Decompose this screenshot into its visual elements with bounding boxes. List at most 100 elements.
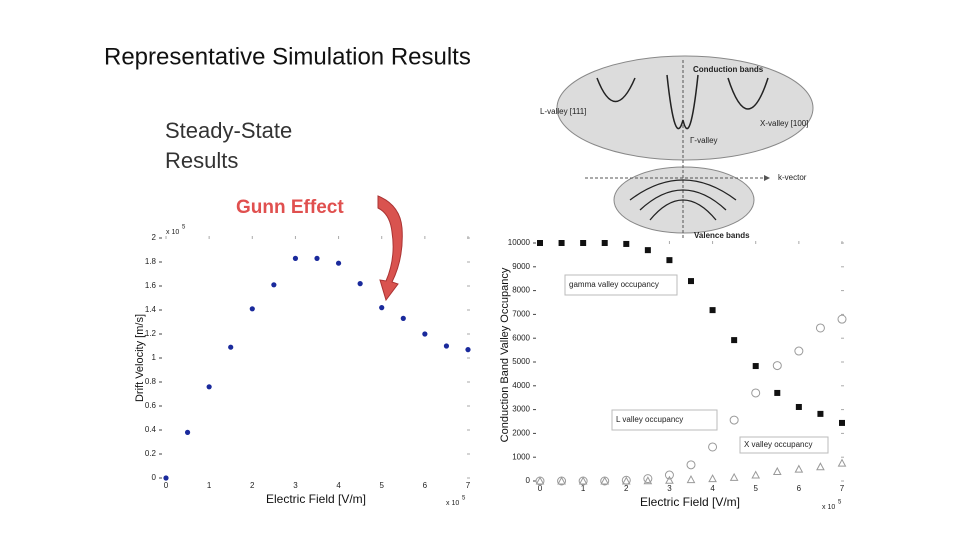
- x-tick-label: 4: [336, 481, 341, 490]
- data-point: [206, 384, 212, 390]
- x-tick-label: 3: [293, 481, 298, 490]
- y-tick-label: 4000: [512, 381, 530, 390]
- data-point: [557, 476, 566, 485]
- gamma-valley-curve: [666, 74, 699, 130]
- l-valley-curve: [596, 77, 636, 102]
- data-point: [292, 255, 299, 261]
- callout-arrow: [377, 195, 403, 302]
- data-point: [578, 476, 588, 485]
- x-tick-label: 5: [379, 481, 384, 490]
- data-point: [249, 306, 255, 312]
- data-point: [379, 305, 385, 311]
- x-axis-label: Electric Field [V/m]: [266, 492, 366, 506]
- data-point: [228, 344, 234, 350]
- data-point: [772, 361, 782, 371]
- y-tick-label: 10000: [508, 238, 531, 247]
- data-point: [688, 278, 694, 285]
- diagram-label: Conduction bands: [693, 65, 764, 74]
- y-tick-label: 2: [152, 233, 157, 242]
- diagram-label: k-vector: [778, 173, 807, 182]
- conduction-ellipse: [556, 55, 814, 161]
- data-point: [621, 476, 631, 485]
- callout: Gunn Effect: [236, 197, 344, 218]
- band-diagram: Conduction bands L-valley [111] X-valley…: [540, 55, 814, 240]
- y-exponent: 5: [182, 225, 186, 231]
- y-tick-label: 1.2: [145, 329, 157, 338]
- x-tick-label: 1: [207, 481, 212, 490]
- y-tick-label: 1000: [512, 452, 530, 461]
- y-tick-label: 1: [152, 353, 157, 362]
- y-tick-label: 0.8: [145, 377, 157, 386]
- data-point: [774, 389, 781, 396]
- data-point: [731, 337, 738, 344]
- diagram-label: Valence bands: [694, 231, 750, 240]
- data-point: [643, 476, 653, 485]
- data-point: [664, 470, 674, 480]
- data-point: [422, 331, 428, 337]
- y-tick-label: 1.4: [145, 305, 157, 314]
- data-point: [644, 247, 651, 254]
- x-tick-label: 3: [667, 484, 672, 493]
- y-tick-label: 3000: [512, 405, 530, 414]
- y-tick-label: 8000: [512, 286, 530, 295]
- data-point: [708, 442, 718, 452]
- x-exponent: 5: [462, 496, 466, 502]
- x-tick-label: 5: [753, 484, 758, 493]
- data-point: [795, 403, 802, 410]
- x-multiplier: x 10: [446, 500, 459, 507]
- diagram-label: X-valley [100]: [760, 119, 808, 128]
- y-tick-label: 9000: [512, 262, 530, 271]
- y-tick-label: 7000: [512, 310, 530, 319]
- diagram-label: L-valley [111]: [540, 107, 586, 116]
- annotation-box: [564, 274, 678, 296]
- data-point: [837, 458, 847, 467]
- x-tick-label: 0: [538, 484, 543, 493]
- x-axis-label: Electric Field [V/m]: [640, 495, 740, 509]
- data-point: [751, 470, 761, 479]
- data-point: [600, 476, 610, 485]
- data-point: [163, 475, 169, 481]
- x-tick-label: 7: [840, 484, 845, 493]
- x-tick-label: 4: [710, 484, 715, 493]
- annotation: X valley occupancy: [744, 440, 812, 449]
- data-point: [817, 410, 824, 417]
- data-point: [752, 363, 759, 370]
- y-multiplier: x 10: [166, 229, 179, 236]
- data-point: [686, 460, 696, 470]
- data-point: [816, 462, 825, 471]
- subtitle-line: Results: [165, 148, 238, 173]
- arrowhead: [764, 175, 770, 181]
- data-point: [400, 315, 406, 321]
- annotation: L valley occupancy: [616, 415, 683, 424]
- data-point: [794, 464, 804, 473]
- data-point: [601, 240, 608, 246]
- data-point: [314, 255, 320, 261]
- data-point: [772, 466, 782, 475]
- data-point: [335, 260, 342, 266]
- annotation-box: [739, 436, 829, 454]
- data-point: [665, 475, 674, 484]
- annotation-box: [611, 409, 718, 431]
- y-tick-label: 1.6: [145, 281, 157, 290]
- x-tick-label: 2: [624, 484, 629, 493]
- data-point: [729, 472, 739, 481]
- y-tick-label: 0.6: [145, 401, 157, 410]
- data-point: [623, 240, 630, 247]
- y-axis-label: Conduction Band Valley Occupancy: [499, 267, 511, 442]
- x-tick-label: 1: [581, 484, 586, 493]
- data-point: [708, 474, 717, 483]
- data-point: [751, 388, 761, 398]
- slide-title: Representative Simulation Results: [104, 43, 471, 70]
- data-point: [537, 240, 543, 246]
- valence-curves: [629, 179, 737, 221]
- y-tick-label: 1.8: [145, 257, 157, 266]
- x-multiplier: x 10: [822, 504, 835, 511]
- data-point: [357, 281, 363, 287]
- data-point: [580, 240, 587, 246]
- data-point: [709, 307, 716, 314]
- x-tick-label: 6: [423, 481, 428, 490]
- y-axis-label: Drift Velocity [m/s]: [134, 314, 146, 402]
- data-point: [271, 282, 277, 288]
